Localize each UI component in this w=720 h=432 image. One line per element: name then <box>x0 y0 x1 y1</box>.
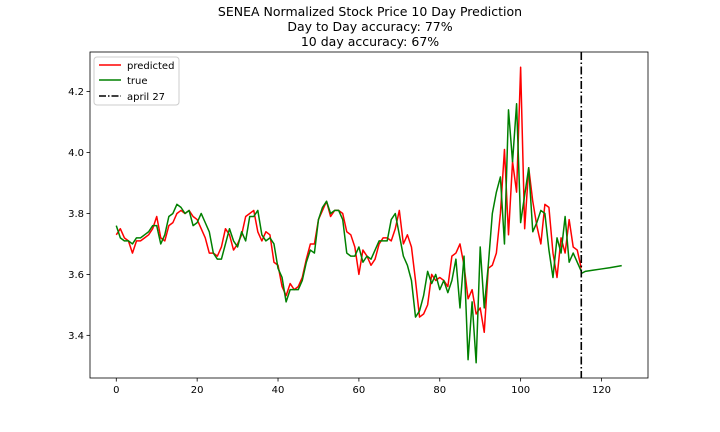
legend-box <box>93 56 180 106</box>
x-tick-label: 60 <box>353 385 366 396</box>
chart-subtitle-2: 10 day accuracy: 67% <box>301 34 439 49</box>
chart-title: SENEA Normalized Stock Price 10 Day Pred… <box>218 4 522 19</box>
x-tick-label: 100 <box>511 385 530 396</box>
y-tick-label: 4.0 <box>68 148 84 159</box>
x-tick-label: 80 <box>433 385 446 396</box>
y-tick-label: 3.4 <box>68 331 84 342</box>
x-tick-label: 120 <box>592 385 611 396</box>
legend-label-predicted: predicted <box>127 61 174 72</box>
x-tick-label: 0 <box>113 385 119 396</box>
x-tick-label: 20 <box>191 385 204 396</box>
series-line-predicted <box>115 66 583 334</box>
y-tick-label: 3.8 <box>68 209 84 220</box>
series-line-true <box>115 103 582 364</box>
y-tick-label: 4.2 <box>68 87 84 98</box>
plot-area: 0 20 40 60 80 100 120 3.4 3.6 3.8 4.0 4.2 <box>68 51 649 396</box>
axes-frame <box>89 51 649 379</box>
legend-label-true: true <box>127 76 148 87</box>
chart-subtitle-1: Day to Day accuracy: 77% <box>287 19 452 34</box>
x-tick-label: 40 <box>272 385 285 396</box>
legend: predicted true april 27 <box>93 56 180 106</box>
y-tick-label: 3.6 <box>68 270 84 281</box>
legend-label-vline: april 27 <box>127 92 165 103</box>
series-forecast-true <box>580 264 622 275</box>
